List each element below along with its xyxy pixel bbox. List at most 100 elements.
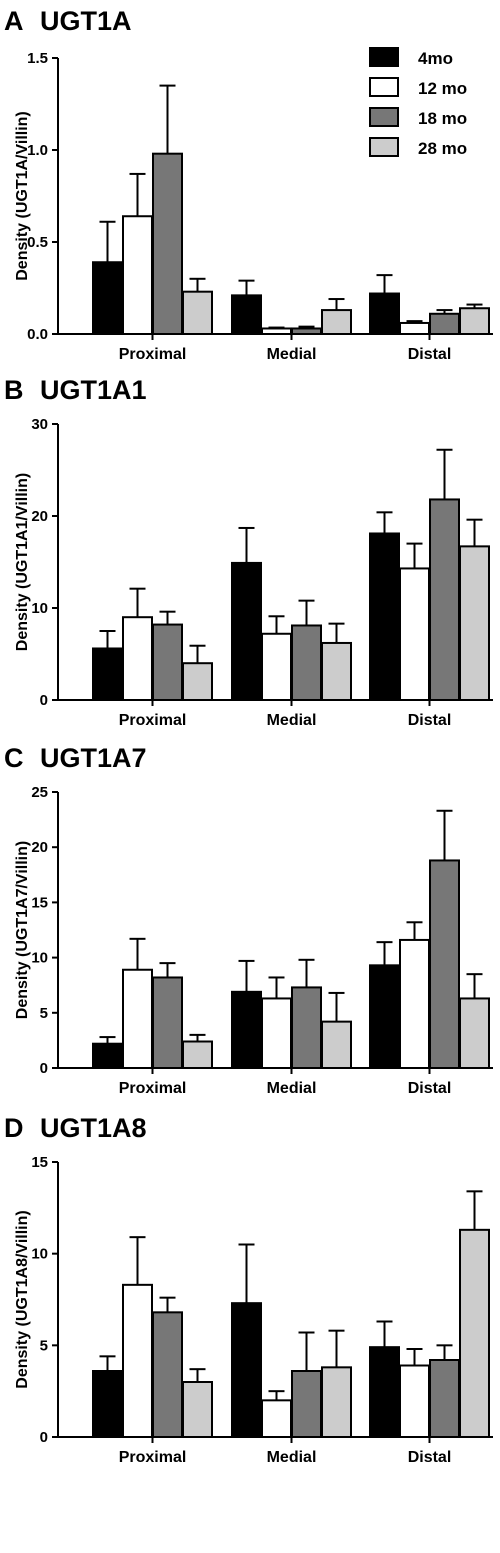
chart-panel-C: C UGT1A7 Density (UGT1A7/Villin) 0 5 10 15 20 25… [4, 743, 493, 1097]
y-tick-label: 0.5 [27, 234, 48, 251]
y-tick-label: 5 [40, 1005, 48, 1022]
bar-2-2 [429, 312, 460, 336]
bar-2-1 [399, 321, 430, 335]
panel-title: UGT1A7 [40, 743, 147, 773]
y-tick-label: 25 [31, 784, 48, 801]
category-label: Distal [408, 712, 452, 729]
y-tick-label: 15 [31, 1154, 48, 1171]
bar-1-1 [261, 1399, 292, 1439]
bar-1-0 [231, 294, 262, 335]
bar-2-0 [369, 1346, 400, 1438]
bar-2-0 [369, 292, 400, 335]
bar-0-0 [92, 1370, 123, 1438]
y-tick-label: 5 [40, 1337, 48, 1354]
bar-0-0 [92, 647, 123, 701]
bar-2-0 [369, 532, 400, 701]
legend-label: 4mo [418, 49, 453, 68]
y-tick-label: 20 [31, 508, 48, 525]
legend-swatch [369, 137, 399, 157]
y-tick-label: 1.5 [27, 50, 48, 67]
panel-title: UGT1A [40, 6, 132, 36]
y-axis-label: Density (UGT1A1/Villin) [14, 473, 31, 651]
category-label: Distal [408, 1449, 452, 1466]
category-label: Proximal [119, 712, 187, 729]
panel-letter: C [4, 743, 24, 773]
legend: 4mo 12 mo 18 mo 28 mo [369, 47, 467, 158]
bar-0-3 [182, 290, 213, 335]
panel-letter: A [4, 6, 24, 36]
y-tick-label: 15 [31, 894, 48, 911]
bar-1-1 [261, 997, 292, 1069]
category-label: Proximal [119, 1080, 187, 1097]
bar-1-3 [321, 1366, 352, 1439]
panel-title: UGT1A8 [40, 1113, 147, 1143]
bar-0-0 [92, 261, 123, 335]
bar-0-1 [122, 215, 153, 336]
panel-letter: D [4, 1113, 24, 1143]
y-tick-label: 30 [31, 416, 48, 433]
y-tick-label: 1.0 [27, 142, 48, 159]
bar-0-2 [152, 152, 183, 335]
category-label: Distal [408, 346, 452, 363]
bar-2-1 [399, 567, 430, 701]
bar-0-1 [122, 1283, 153, 1439]
bar-1-2 [291, 1370, 322, 1438]
y-tick-label: 10 [31, 1246, 48, 1263]
y-tick-label: 0 [40, 692, 48, 709]
chart-panel-A: A UGT1A Density (UGT1A/Villin) 0.0 0.5 1.0 1.5… [4, 6, 493, 363]
legend-swatch [369, 47, 399, 67]
bar-0-0 [92, 1042, 123, 1070]
bar-1-3 [321, 1020, 352, 1070]
legend-swatch [369, 77, 399, 97]
bar-2-1 [399, 1364, 430, 1438]
bar-0-1 [122, 968, 153, 1070]
bar-0-3 [182, 662, 213, 702]
legend-label: 28 mo [418, 139, 467, 158]
category-label: Medial [267, 346, 317, 363]
bar-0-3 [182, 1040, 213, 1070]
bar-2-3 [459, 997, 490, 1069]
bar-2-0 [369, 964, 400, 1069]
category-label: Medial [267, 1080, 317, 1097]
bar-2-2 [429, 498, 460, 701]
panel-title: UGT1A1 [40, 375, 147, 405]
bar-2-3 [459, 307, 490, 335]
bar-0-1 [122, 616, 153, 702]
bar-0-3 [182, 1381, 213, 1438]
y-axis-label: Density (UGT1A/Villin) [14, 111, 31, 281]
bar-1-0 [231, 1302, 262, 1438]
y-tick-label: 10 [31, 600, 48, 617]
category-label: Proximal [119, 1449, 187, 1466]
bar-2-3 [459, 545, 490, 701]
category-label: Distal [408, 1080, 452, 1097]
bar-1-0 [231, 990, 262, 1069]
legend-label: 12 mo [418, 79, 467, 98]
bar-1-2 [291, 986, 322, 1070]
bar-0-2 [152, 1311, 183, 1439]
category-label: Medial [267, 712, 317, 729]
y-tick-label: 0.0 [27, 326, 48, 343]
y-tick-label: 0 [40, 1429, 48, 1446]
bar-1-2 [291, 624, 322, 701]
bar-2-2 [429, 859, 460, 1069]
y-tick-label: 20 [31, 839, 48, 856]
bar-0-2 [152, 976, 183, 1069]
legend-label: 18 mo [418, 109, 467, 128]
bar-2-1 [399, 938, 430, 1069]
y-axis-label: Density (UGT1A7/Villin) [14, 841, 31, 1019]
bar-2-2 [429, 1359, 460, 1438]
bar-0-2 [152, 623, 183, 701]
chart-panel-D: D UGT1A8 Density (UGT1A8/Villin) 0 5 10 15 Prox… [4, 1113, 493, 1466]
bar-1-1 [261, 632, 292, 702]
bar-2-3 [459, 1228, 490, 1439]
category-label: Proximal [119, 346, 187, 363]
category-label: Medial [267, 1449, 317, 1466]
chart-panel-B: B UGT1A1 Density (UGT1A1/Villin) 0 10 20 30 Pro… [4, 375, 493, 729]
y-tick-label: 0 [40, 1060, 48, 1077]
bar-1-3 [321, 309, 352, 335]
y-tick-label: 10 [31, 950, 48, 967]
legend-swatch [369, 107, 399, 127]
bar-1-3 [321, 641, 352, 702]
bar-1-0 [231, 561, 262, 701]
